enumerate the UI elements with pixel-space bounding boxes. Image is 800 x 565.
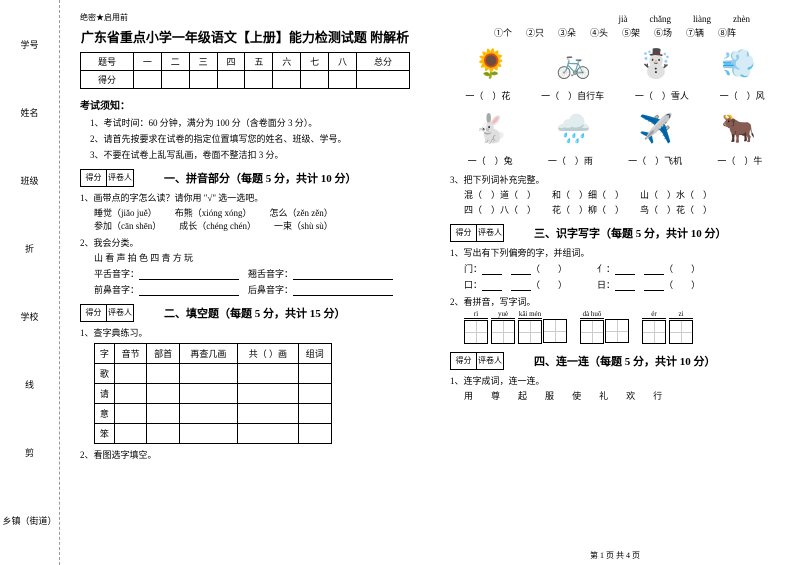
char-box [580, 320, 604, 344]
question: 2、看图选字填空。 [80, 448, 410, 461]
wind-icon: 💨 [711, 43, 766, 85]
margin-label: 折 [25, 242, 34, 255]
table-row: 歌 [95, 364, 332, 384]
section-2-header: 得分 评卷人 二、填空题（每题 5 分，共计 15 分） [80, 304, 410, 322]
section-title: 一、拼音部分（每题 5 分，共计 10 分） [164, 170, 357, 186]
snowman-icon: ☃️ [629, 43, 684, 85]
question: 1、查字典练习。 [80, 326, 410, 339]
notice-item: 3、不要在试卷上乱写乱画，卷面不整洁扣 3 分。 [90, 148, 410, 161]
margin-label: 剪 [25, 446, 34, 459]
answer-row: 一（ ）兔一（ ）雨 一（ ）飞机一（ ）牛 [450, 154, 780, 167]
table-row: 请 [95, 384, 332, 404]
margin-label: 班级 [20, 174, 38, 187]
section-4-header: 得分 评卷人 四、连一连（每题 5 分，共计 10 分） [450, 352, 780, 370]
score-table: 题号 一 二 三 四 五 六 七 八 总分 得分 [80, 52, 410, 89]
link-chars: 用尊 起服 使礼 欢行 [464, 389, 780, 402]
question: 1、画带点的字怎么读？请你用 "√" 选一选吧。 [80, 191, 410, 204]
answer-line: 前鼻音字： 后鼻音字： [94, 283, 410, 296]
section-title: 二、填空题（每题 5 分，共计 15 分） [164, 305, 346, 321]
question: 2、我会分类。 [80, 236, 410, 249]
margin-label: 学校 [20, 310, 38, 323]
score-box: 得分 评卷人 [80, 304, 134, 322]
word-fill: 混（ ）道（ ）和（ ）细（ ）山（ ）水（ ） [464, 188, 780, 201]
airplane-icon: ✈️ [629, 108, 684, 150]
option-list: ①个②只 ③朵④头 ⑤架⑥场 ⑦辆⑧阵 [450, 26, 780, 39]
char-box [491, 320, 515, 344]
margin-label: 学号 [20, 38, 38, 51]
secrecy-tag: 绝密★启用前 [80, 12, 410, 23]
section-3-header: 得分 评卷人 三、识字写字（每题 5 分，共计 10 分） [450, 224, 780, 242]
char-list: 山 看 声 拍 色 四 青 方 玩 [94, 251, 410, 264]
table-row: 得分 [81, 71, 410, 89]
left-column: 绝密★启用前 广东省重点小学一年级语文【上册】能力检测试题 附解析 题号 一 二… [60, 0, 430, 565]
table-row: 字音节部首 再查几画共（ ）画组词 [95, 344, 332, 364]
ox-icon: 🐂 [711, 108, 766, 150]
char-box [464, 320, 488, 344]
radical-line: 门： （ ） 亻： （ ） [464, 262, 780, 275]
margin-label: 乡镇（街道） [3, 514, 57, 527]
exam-page: 学号 姓名 班级 折 学校 线 剪 乡镇（街道） 绝密★启用前 广东省重点小学一… [0, 0, 800, 565]
section-title: 三、识字写字（每题 5 分，共计 10 分） [534, 225, 727, 241]
pinyin-options: 睡觉（jiǎo juě） 布熊（xióng xóng） 怎么（zěn zěn） [94, 206, 410, 219]
sunflower-icon: 🌻 [464, 43, 519, 85]
exam-title: 广东省重点小学一年级语文【上册】能力检测试题 附解析 [80, 27, 410, 46]
score-box: 得分 评卷人 [450, 224, 504, 242]
section-1-header: 得分 评卷人 一、拼音部分（每题 5 分，共计 10 分） [80, 169, 410, 187]
radical-line: 口： （ ） 日： （ ） [464, 278, 780, 291]
question: 1、写出有下列偏旁的字，并组词。 [450, 246, 780, 259]
char-box [669, 320, 693, 344]
char-box [605, 319, 629, 343]
margin-label: 姓名 [20, 106, 38, 119]
table-row: 意 [95, 404, 332, 424]
answer-row: 一（ ）花一（ ）自行车 一（ ）雪人一（ ）风 [450, 89, 780, 102]
word-fill: 四（ ）八（ ）花（ ）柳（ ）鸟（ ）花（ ） [464, 203, 780, 216]
image-row: 🌻 🚲 ☃️ 💨 [450, 43, 780, 85]
score-box: 得分 评卷人 [80, 169, 134, 187]
page-footer: 第 1 页 共 4 页 [430, 550, 800, 561]
right-column: jià chǎng liàng zhèn ①个②只 ③朵④头 ⑤架⑥场 ⑦辆⑧阵… [430, 0, 800, 565]
image-row: 🐇 🌧️ ✈️ 🐂 [450, 108, 780, 150]
char-box [642, 320, 666, 344]
binding-margin: 学号 姓名 班级 折 学校 线 剪 乡镇（街道） [0, 0, 60, 565]
bicycle-icon: 🚲 [546, 43, 601, 85]
table-row: 笨 [95, 424, 332, 444]
rabbit-icon: 🐇 [464, 108, 519, 150]
pinyin-options: 参加（cān shēn） 成长（chéng chén） 一束（shù sù） [94, 219, 410, 232]
rain-icon: 🌧️ [546, 108, 601, 150]
score-box: 得分 评卷人 [450, 352, 504, 370]
question: 3、把下列词补充完整。 [450, 173, 780, 186]
pinyin-hints: jià chǎng liàng zhèn [450, 14, 780, 24]
question: 2、看拼音，写字词。 [450, 295, 780, 308]
content-columns: 绝密★启用前 广东省重点小学一年级语文【上册】能力检测试题 附解析 题号 一 二… [60, 0, 800, 565]
char-box [543, 319, 567, 343]
notice-item: 2、请首先按要求在试卷的指定位置填写您的姓名、班级、学号。 [90, 132, 410, 145]
question: 1、连字成词，连一连。 [450, 374, 780, 387]
char-box [518, 320, 542, 344]
answer-line: 平舌音字： 翘舌音字： [94, 267, 410, 280]
notice-item: 1、考试时间：60 分钟，满分为 100 分（含卷面分 3 分）。 [90, 116, 410, 129]
dictionary-table: 字音节部首 再查几画共（ ）画组词 歌 请 意 笨 [94, 343, 332, 444]
section-title: 四、连一连（每题 5 分，共计 10 分） [534, 353, 716, 369]
writing-boxes: rì yuè kāi mén dà huǒ ér zi [464, 310, 780, 344]
notice-title: 考试须知： [80, 97, 410, 112]
margin-label: 线 [25, 378, 34, 391]
table-row: 题号 一 二 三 四 五 六 七 八 总分 [81, 53, 410, 71]
